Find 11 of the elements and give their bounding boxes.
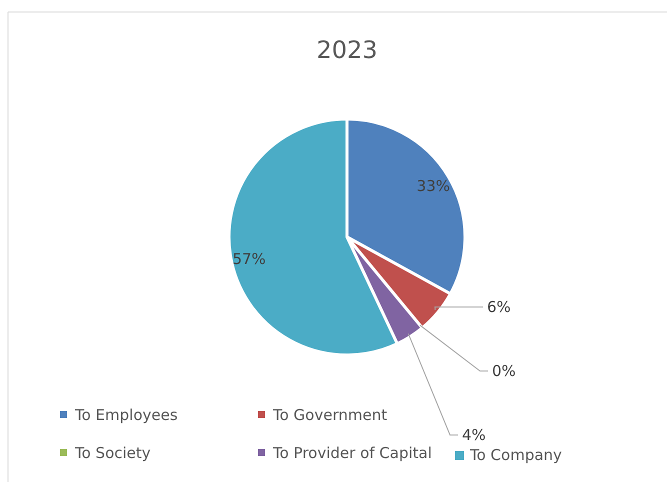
legend-label: To Provider of Capital — [272, 444, 432, 462]
legend-label: To Company — [469, 446, 562, 464]
chart-title: 2023 — [316, 36, 378, 64]
data-label: 6% — [487, 298, 511, 316]
text: 0% — [492, 362, 516, 380]
legend-label: To Society — [74, 444, 151, 462]
data-label: 33% — [416, 176, 450, 195]
data-label: 57% — [232, 250, 266, 268]
legend-label: To Government — [272, 406, 388, 424]
data-label: 4% — [462, 426, 486, 444]
legend-label: To Employees — [74, 406, 178, 424]
